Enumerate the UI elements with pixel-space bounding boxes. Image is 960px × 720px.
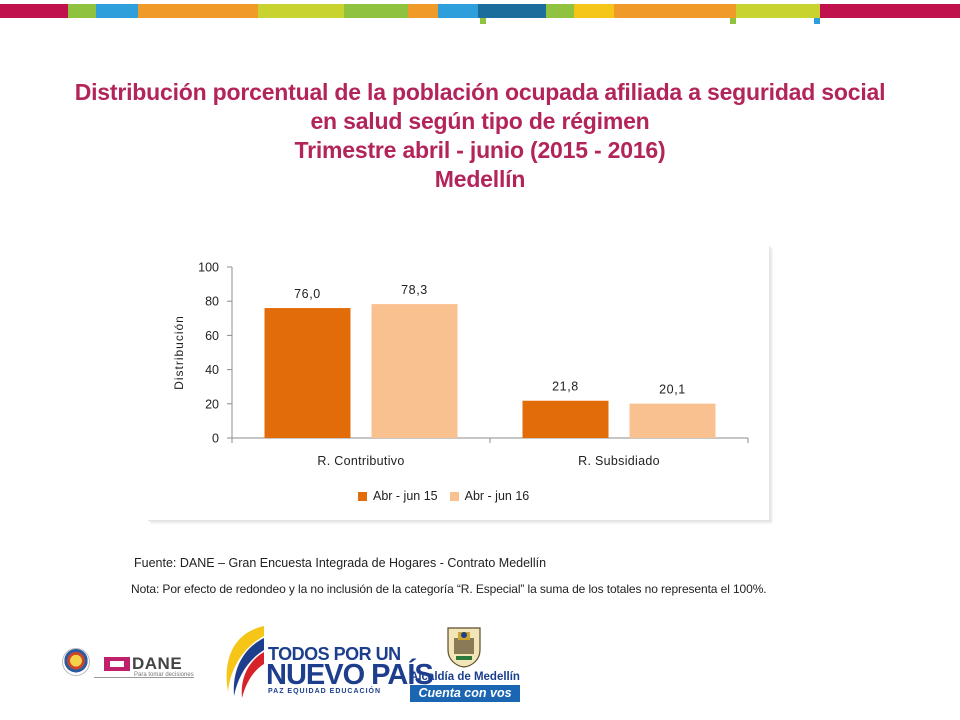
footer-divider (94, 677, 194, 678)
top-bar-tab (480, 18, 486, 24)
source-note: Fuente: DANE – Gran Encuesta Integrada d… (134, 556, 547, 570)
bar (264, 308, 351, 438)
alcaldia-medellin-logo: Alcaldía de Medellín Cuenta con vos (408, 626, 522, 704)
top-bar-segment (736, 4, 820, 18)
top-bar-segment (258, 4, 344, 18)
alcaldia-slogan: Cuenta con vos (410, 685, 520, 702)
top-bar-segment (138, 4, 258, 18)
legend-label-2016: Abr - jun 16 (464, 489, 530, 503)
top-bar-tab (730, 18, 736, 24)
y-axis-title: Distribución (172, 315, 186, 390)
y-tick-label: 80 (205, 295, 219, 309)
y-tick-label: 0 (212, 432, 219, 446)
chart-legend: Abr - jun 15 Abr - jun 16 (358, 487, 541, 505)
colombia-shield-logo (62, 648, 90, 676)
dane-logo: DANE Para tomar decisiones (104, 654, 194, 679)
data-label: 78,3 (401, 283, 428, 297)
top-bar-segment (478, 4, 546, 18)
bar-chart: 0 20 40 60 80 100 Distribución 76,0 78,3 R. Contr… (172, 261, 749, 468)
top-bar-segment (574, 4, 614, 18)
top-bar-tab (814, 18, 820, 24)
dane-name: DANE (132, 654, 183, 673)
top-bar-segment (408, 4, 438, 18)
top-bar-segment (344, 4, 408, 18)
slide-title: Distribución porcentual de la población … (40, 78, 920, 194)
colombia-swoosh-icon (226, 626, 264, 698)
top-bar-segment (614, 4, 736, 18)
top-bar-segment (820, 4, 960, 18)
title-line: Distribución porcentual de la población … (74, 79, 886, 105)
legend-item-2015: Abr - jun 15 (358, 489, 438, 503)
rounding-note: Nota: Por efecto de redondeo y la no inc… (131, 582, 767, 596)
data-label: 21,8 (552, 380, 579, 394)
x-tick-label: R. Subsidiado (578, 454, 660, 468)
chart-panel: 0 20 40 60 80 100 Distribución 76,0 78,3 R. Contr… (148, 246, 770, 521)
medellin-crest-icon (447, 627, 481, 668)
legend-item-2016: Abr - jun 16 (449, 489, 530, 503)
title-line: en salud según tipo de régimen (310, 108, 650, 134)
bar (522, 400, 609, 438)
top-bar-segment (0, 4, 68, 18)
y-tick-label: 100 (198, 261, 219, 275)
alcaldia-name: Alcaldía de Medellín (410, 671, 520, 683)
top-bar-segment (438, 4, 478, 18)
legend-swatch-2016 (449, 491, 459, 501)
y-tick-label: 40 (205, 363, 219, 377)
todos-line2: NUEVO PAÍS (266, 659, 434, 691)
title-line: Medellín (434, 166, 526, 192)
top-bar-segment (68, 4, 96, 18)
legend-swatch-2015 (358, 491, 367, 501)
data-label: 20,1 (659, 383, 686, 397)
data-label: 76,0 (294, 287, 321, 301)
bar (629, 403, 716, 438)
bar (371, 304, 458, 438)
y-tick-label: 60 (205, 329, 219, 343)
top-bar-segment (96, 4, 138, 18)
dane-tagline: Para tomar decisiones (134, 672, 194, 678)
title-line: Trimestre abril - junio (2015 - 2016) (294, 137, 666, 163)
todos-line3: PAZ EQUIDAD EDUCACIÓN (268, 688, 382, 695)
legend-label-2015: Abr - jun 15 (373, 489, 438, 503)
todos-line1: TODOS POR UN (268, 644, 401, 664)
todos-por-un-nuevo-pais-logo: TODOS POR UN NUEVO PAÍS PAZ EQUIDAD EDUC… (218, 622, 434, 700)
x-tick-label: R. Contributivo (317, 454, 404, 468)
top-bar-segment (546, 4, 574, 18)
top-color-bar (0, 0, 960, 24)
dane-mark-icon (104, 657, 130, 671)
y-tick-label: 20 (205, 397, 219, 411)
